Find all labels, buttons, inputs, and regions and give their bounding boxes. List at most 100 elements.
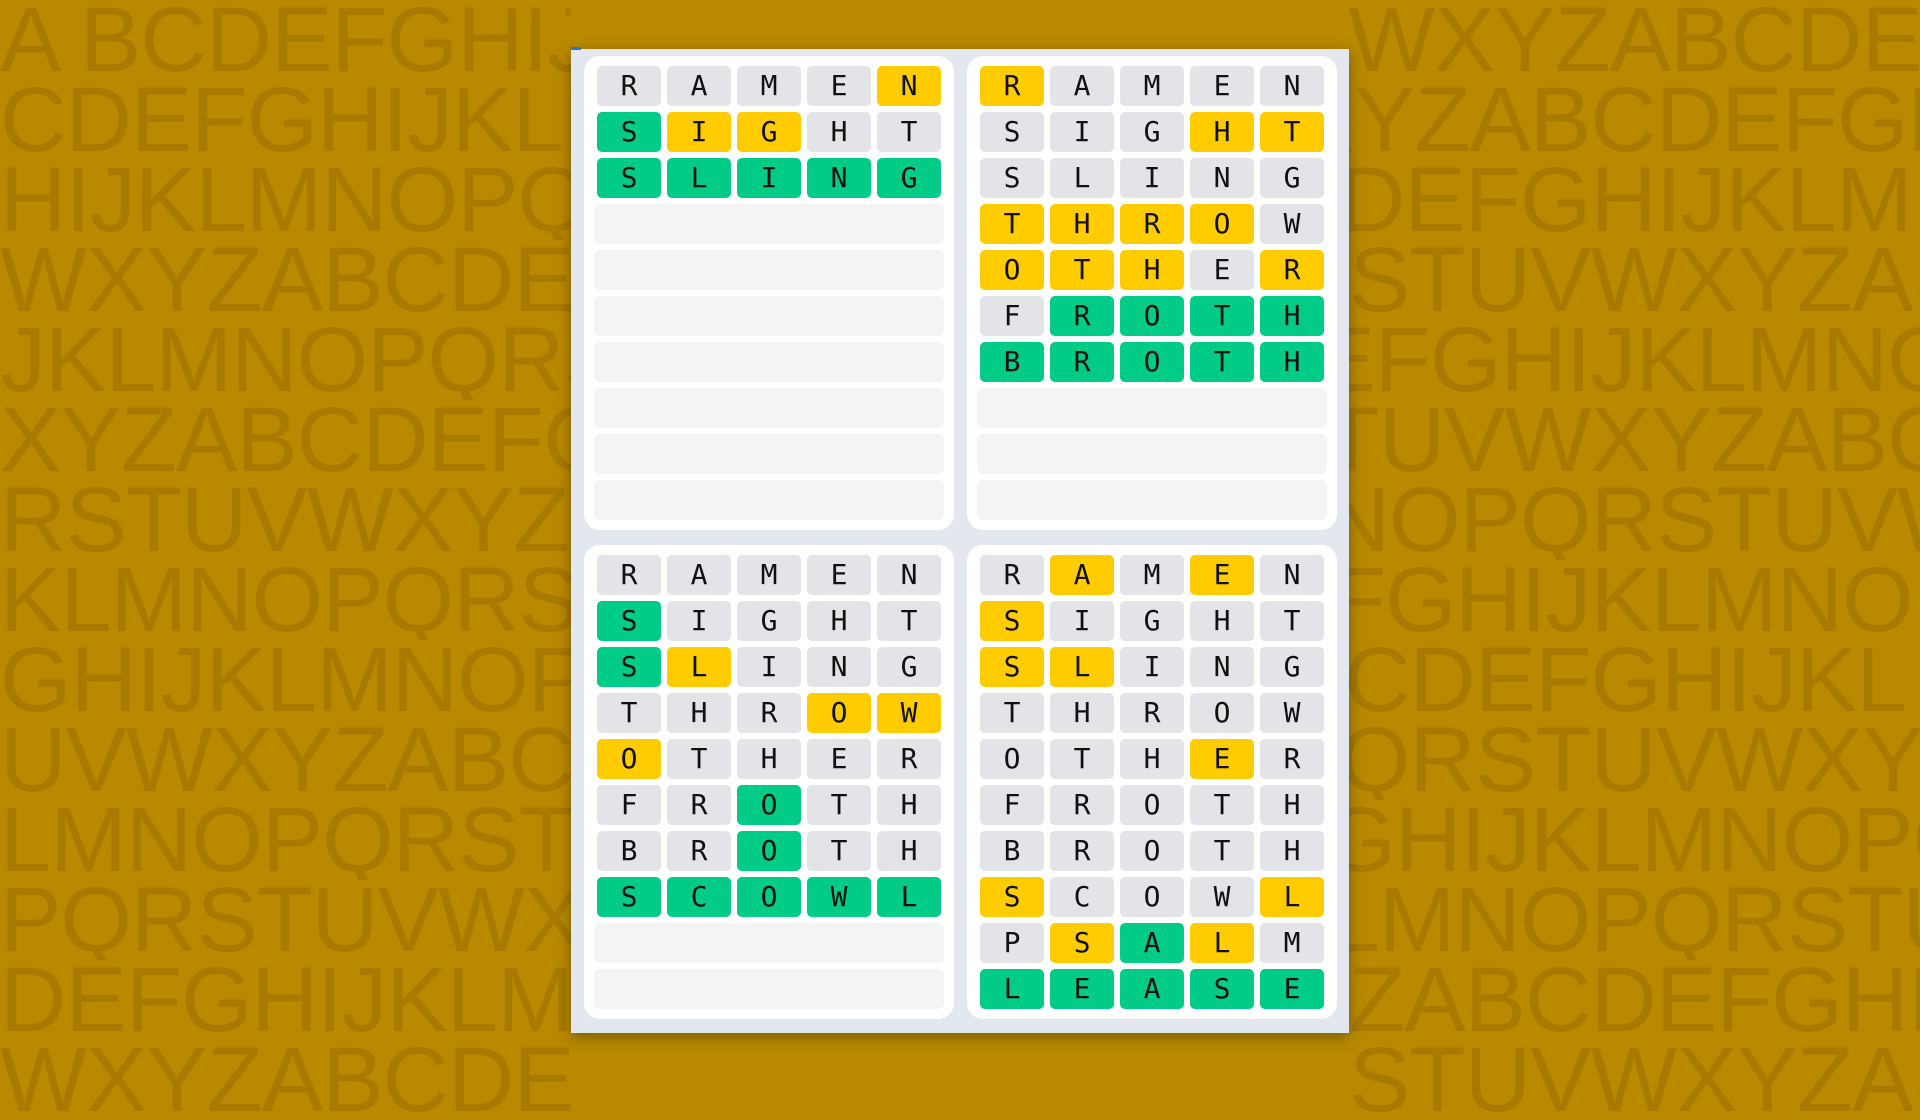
tile-present bbox=[1120, 204, 1184, 244]
tile-absent bbox=[1050, 831, 1114, 871]
tile-present bbox=[807, 693, 871, 733]
guess-row: SIGHT bbox=[980, 112, 1324, 152]
tile-present bbox=[1190, 739, 1254, 779]
background-letter-row-right: XYZABCDEFGHIJKLMNOPQRSTUVWXYZABC bbox=[1349, 400, 1920, 480]
tile-absent bbox=[1190, 158, 1254, 198]
tile-absent bbox=[807, 66, 871, 106]
tile-present bbox=[1050, 923, 1114, 963]
tile-present bbox=[667, 647, 731, 687]
background-letter-row-right: KLMNOPQRSTUVWXYZABCDEFGHIJKLMNOP bbox=[1349, 560, 1920, 640]
tile-present bbox=[1190, 555, 1254, 595]
tile-correct bbox=[807, 158, 871, 198]
tile-correct bbox=[737, 158, 801, 198]
tile-backgrounds bbox=[980, 158, 1324, 198]
background-letter-row-left: WXYZABCDEFGHIJKLMNOPQRSTUVWXYZAB bbox=[0, 1040, 571, 1120]
tile-correct bbox=[737, 877, 801, 917]
guess-word: THROW bbox=[1003, 207, 1324, 240]
tile-present bbox=[980, 647, 1044, 687]
guess-row: FROTH bbox=[597, 785, 941, 825]
tile-present bbox=[980, 204, 1044, 244]
guess-row: THROW bbox=[980, 204, 1324, 244]
tile-backgrounds bbox=[980, 647, 1324, 687]
tile-absent bbox=[1120, 158, 1184, 198]
guess-row: RAMEN bbox=[597, 66, 941, 106]
tile-absent bbox=[597, 785, 661, 825]
tile-absent bbox=[667, 831, 731, 871]
guess-row: SCOWL bbox=[980, 877, 1324, 917]
tile-present bbox=[1260, 112, 1324, 152]
tile-correct bbox=[1120, 342, 1184, 382]
tile-correct bbox=[667, 877, 731, 917]
guess-word: BROTH bbox=[1003, 345, 1324, 378]
tile-absent bbox=[1260, 923, 1324, 963]
tile-backgrounds bbox=[597, 785, 941, 825]
guess-word: SCOWL bbox=[620, 880, 941, 913]
background-letter-row-left: A BCDEFGHIJKLMNOPQRSTUVWXYZABCDEF bbox=[0, 0, 571, 80]
tile-absent bbox=[1260, 831, 1324, 871]
guess-row: SCOWL bbox=[597, 877, 941, 917]
guess-word: RAMEN bbox=[1003, 558, 1324, 591]
guess-row: SIGHT bbox=[597, 112, 941, 152]
guess-row: OTHER bbox=[597, 739, 941, 779]
background-letter-row-left: JKLMNOPQRSTUVWXYZABCDEFGHIJKLMNO bbox=[0, 320, 571, 400]
tile-backgrounds bbox=[597, 601, 941, 641]
background-letter-row-left: LMNOPQRSTUVWXYZABCDEFGHIJKLMNOPQ bbox=[0, 800, 571, 880]
tile-absent bbox=[807, 112, 871, 152]
tile-present bbox=[1260, 250, 1324, 290]
guess-word: OTHER bbox=[1003, 253, 1324, 286]
tile-absent bbox=[1120, 785, 1184, 825]
tile-correct bbox=[877, 877, 941, 917]
tile-present bbox=[1050, 555, 1114, 595]
tile-absent bbox=[597, 555, 661, 595]
tile-correct bbox=[1050, 342, 1114, 382]
empty-row bbox=[594, 434, 944, 474]
tile-backgrounds bbox=[597, 647, 941, 687]
tile-absent bbox=[1120, 601, 1184, 641]
tile-present bbox=[1050, 204, 1114, 244]
tile-backgrounds bbox=[597, 112, 941, 152]
empty-row bbox=[594, 296, 944, 336]
tile-correct bbox=[597, 112, 661, 152]
background-letter-row-right: JKLMNOPQRSTUVWXYZABCDEFGHIJKLMNO bbox=[1349, 320, 1920, 400]
tile-present bbox=[1050, 250, 1114, 290]
empty-row bbox=[594, 480, 944, 520]
tile-backgrounds bbox=[980, 296, 1324, 336]
background-letter-row-right: HIJKLMNOPQRSTUVWXYZABCDEFGHIJKLM bbox=[1349, 160, 1913, 240]
tile-backgrounds bbox=[980, 555, 1324, 595]
background-letter-row-right: A BCDEFGHIJKLMNOPQRSTUVWXYZABCDEF bbox=[1349, 0, 1920, 80]
guess-row: RAMEN bbox=[980, 555, 1324, 595]
tile-absent bbox=[877, 647, 941, 687]
tile-absent bbox=[807, 739, 871, 779]
tile-backgrounds bbox=[980, 250, 1324, 290]
guess-row: SLING bbox=[980, 158, 1324, 198]
tile-absent bbox=[1260, 647, 1324, 687]
tile-absent bbox=[1190, 66, 1254, 106]
tile-absent bbox=[807, 831, 871, 871]
tile-absent bbox=[980, 923, 1044, 963]
tile-absent bbox=[737, 647, 801, 687]
tile-absent bbox=[877, 739, 941, 779]
empty-row bbox=[977, 434, 1327, 474]
tile-absent bbox=[1050, 877, 1114, 917]
tile-absent bbox=[1120, 877, 1184, 917]
guess-word: SCOWL bbox=[1003, 880, 1324, 913]
empty-row bbox=[594, 388, 944, 428]
guess-word: BROTH bbox=[1003, 834, 1324, 867]
tile-present bbox=[1120, 250, 1184, 290]
empty-row bbox=[594, 342, 944, 382]
guess-word: OTHER bbox=[620, 742, 941, 775]
tile-absent bbox=[667, 693, 731, 733]
tile-correct bbox=[737, 785, 801, 825]
guess-word: PSALM bbox=[1003, 926, 1324, 959]
tile-backgrounds bbox=[597, 66, 941, 106]
background-letter-row-right: RSTUVWXYZABCDEFGHIJKLMNOPQRSTUVW bbox=[1349, 480, 1920, 560]
tile-absent bbox=[1050, 785, 1114, 825]
game-panel: RAMEN SIGHT SLING RAMEN SIGHT SLING THROW OTHE… bbox=[571, 47, 1349, 1033]
tile-correct bbox=[1190, 296, 1254, 336]
guess-row: FROTH bbox=[980, 296, 1324, 336]
tile-correct bbox=[1260, 969, 1324, 1009]
tile-correct bbox=[597, 601, 661, 641]
tile-absent bbox=[807, 785, 871, 825]
guess-row: SIGHT bbox=[980, 601, 1324, 641]
guess-word: FROTH bbox=[1003, 788, 1324, 821]
